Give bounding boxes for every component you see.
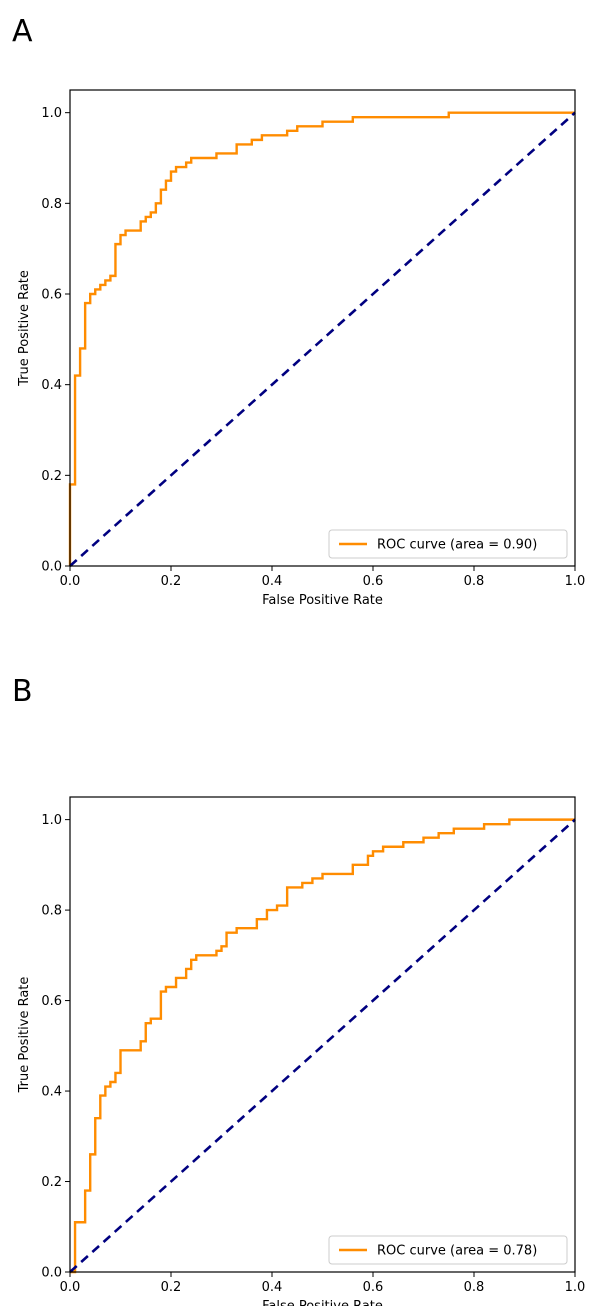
y-tick-label: 0.4 xyxy=(41,1085,62,1100)
x-tick-label: 0.2 xyxy=(161,1280,182,1295)
roc-plot-b: 0.0 0.2 0.4 0.6 0.8 1.0 0.0 0.2 0.4 0.6 0.8 1.0 Fals… xyxy=(17,796,586,1306)
x-tick-label: 0.4 xyxy=(262,1280,283,1295)
y-tick-label: 0.4 xyxy=(41,378,62,393)
plot-frame xyxy=(69,796,576,1273)
y-tick-label: 0.2 xyxy=(41,469,62,484)
x-axis-label: False Positive Rate xyxy=(262,1299,383,1306)
panel-b: B 0.0 0.2 0.4 0.6 0.8 1.0 0.0 0.2 0.4 0.6 0.8 1.0 Fa… xyxy=(0,660,591,1306)
x-tick-label: 1.0 xyxy=(565,1280,586,1295)
panel-letter-a: A xyxy=(12,14,33,49)
y-tick-label: 1.0 xyxy=(41,813,62,828)
x-tick-label: 0.8 xyxy=(464,574,485,589)
y-tick-label: 1.0 xyxy=(41,106,62,121)
x-tick-label: 0.6 xyxy=(363,574,384,589)
chance-diagonal-line xyxy=(69,111,576,567)
plot-frame xyxy=(69,89,576,567)
panel-letter-b: B xyxy=(12,674,33,709)
x-tick-label: 0.4 xyxy=(262,574,283,589)
legend-box xyxy=(328,529,568,559)
legend-label: ROC curve (area = 0.78) xyxy=(377,1244,537,1259)
y-tick-label: 0.8 xyxy=(41,904,62,919)
y-tick-label: 0.0 xyxy=(41,560,62,575)
legend-label: ROC curve (area = 0.90) xyxy=(377,538,537,553)
x-tick-label: 0.0 xyxy=(60,574,81,589)
legend-box xyxy=(328,1235,568,1265)
y-tick-label: 0.8 xyxy=(41,197,62,212)
x-tick-label: 0.0 xyxy=(60,1280,81,1295)
x-tick-label: 0.2 xyxy=(161,574,182,589)
x-axis-label: False Positive Rate xyxy=(262,593,383,608)
x-tick-label: 1.0 xyxy=(565,574,586,589)
y-axis-label: True Positive Rate xyxy=(17,270,32,387)
y-tick-label: 0.6 xyxy=(41,994,62,1009)
y-axis-label: True Positive Rate xyxy=(17,977,32,1094)
y-tick-label: 0.0 xyxy=(41,1266,62,1281)
chance-diagonal-line xyxy=(69,818,576,1273)
roc-plot-a: 0.0 0.2 0.4 0.6 0.8 1.0 0.0 0.2 0.4 0.6 0.8 1.0 Fals… xyxy=(17,89,586,608)
roc-curve-line xyxy=(70,818,575,1274)
panel-a: A 0.0 0.2 0.4 0.6 0.8 1.0 0.0 0.2 0.4 0.6 0.8 1.0 Fa… xyxy=(0,0,591,640)
roc-curve-line xyxy=(68,111,575,566)
y-tick-label: 0.2 xyxy=(41,1175,62,1190)
y-tick-label: 0.6 xyxy=(41,288,62,303)
x-tick-label: 0.8 xyxy=(464,1280,485,1295)
x-tick-label: 0.6 xyxy=(363,1280,384,1295)
